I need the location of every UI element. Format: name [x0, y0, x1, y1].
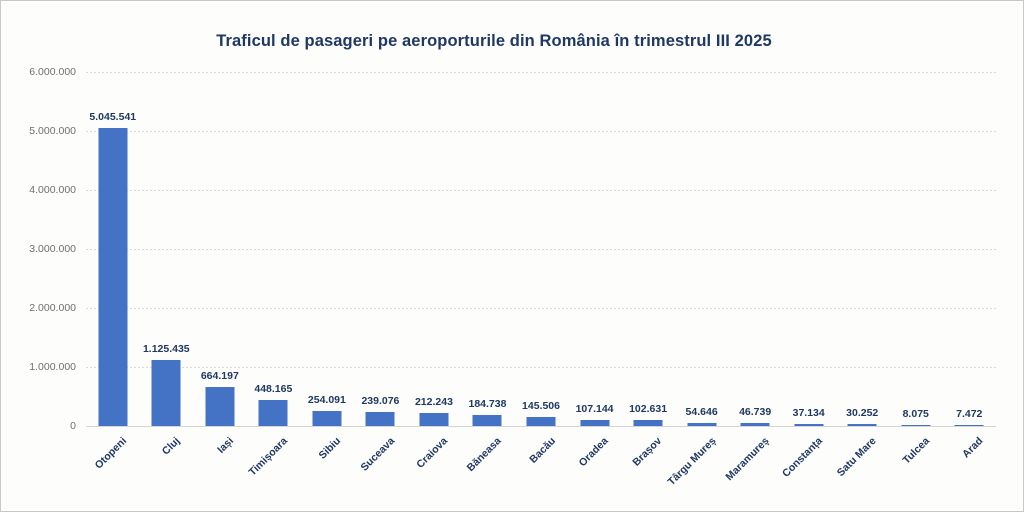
x-axis-category-label: Sibiu	[316, 435, 344, 462]
x-axis-category-label: Târgu Mureș	[665, 435, 719, 489]
bar-group: 30.252 Satu Mare	[835, 72, 889, 479]
bar-group: 8.075 Tulcea	[889, 72, 943, 466]
x-axis-category-label: Băneasa	[464, 435, 504, 475]
y-axis-tick-label: 5.000.000	[29, 125, 76, 137]
bar-group: 54.646 Târgu Mureș	[665, 72, 729, 488]
x-axis-category-label: Arad	[960, 435, 986, 461]
bar-group: 184.738 Băneasa	[461, 72, 515, 474]
bar	[901, 425, 931, 426]
bar-value-label: 5.045.541	[89, 111, 137, 123]
y-axis-tick-label: 4.000.000	[29, 184, 76, 196]
gridline	[86, 72, 996, 73]
gridline	[86, 190, 996, 191]
bar	[526, 417, 556, 426]
bar-group: 1.125.435 Cluj	[140, 72, 194, 458]
bar	[151, 360, 181, 426]
bar-value-label: 664.197	[200, 370, 239, 382]
bar-value-label: 102.631	[629, 403, 668, 415]
bar-group: 448.165 Timișoara	[246, 72, 301, 478]
bar-value-label: 184.738	[468, 398, 507, 410]
x-axis-baseline	[86, 426, 996, 427]
bar-value-label: 107.144	[575, 403, 614, 415]
bar-group: 7.472 Arad	[943, 72, 997, 460]
x-axis-category-label: Tulcea	[900, 435, 933, 467]
gridline	[86, 249, 996, 250]
bar	[794, 424, 824, 426]
bar-group: 37.134 Constanța	[780, 72, 836, 480]
x-axis-category-label: Oradea	[576, 435, 612, 470]
x-axis-category-label: Timișoara	[246, 435, 290, 479]
x-axis-category-label: Brașov	[630, 435, 665, 469]
bar-value-label: 145.506	[522, 400, 560, 412]
bar-value-label: 254.091	[307, 394, 346, 406]
y-axis-tick-label: 1.000.000	[29, 361, 76, 373]
y-axis-tick-label: 3.000.000	[29, 243, 76, 255]
bar-value-label: 212.243	[414, 396, 453, 408]
x-axis-category-label: Satu Mare	[834, 435, 879, 479]
gridline	[86, 131, 996, 132]
y-axis-tick-label: 2.000.000	[29, 302, 76, 314]
x-axis-category-label: Suceava	[358, 435, 397, 474]
x-axis-category-label: Craiova	[414, 435, 451, 471]
bar-group: 254.091 Sibiu	[300, 72, 354, 462]
bar	[687, 423, 717, 426]
bars-layer: 5.045.541 Otopeni 1.125.435 Cluj 664.197 Iași…	[86, 72, 997, 488]
bar-value-label: 8.075	[902, 408, 929, 420]
bar	[633, 420, 663, 426]
bar-group: 664.197 Iași	[193, 72, 247, 456]
bar-value-label: 7.472	[956, 408, 983, 420]
bar	[580, 420, 610, 426]
bar-value-label: 239.076	[361, 395, 400, 407]
chart-title: Traficul de pasageri pe aeroporturile di…	[216, 32, 772, 50]
x-axis-category-label: Iași	[215, 435, 237, 456]
bar-value-label: 1.125.435	[142, 343, 190, 355]
bar	[205, 387, 235, 426]
x-axis-category-label: Constanța	[780, 435, 826, 480]
x-axis-category-label: Cluj	[160, 435, 183, 458]
y-axis-tick-label: 6.000.000	[29, 66, 76, 78]
gridline	[86, 308, 996, 309]
x-axis-category-label: Bacău	[526, 435, 558, 466]
bar-value-label: 30.252	[846, 407, 879, 419]
bar-group: 107.144 Oradea	[568, 72, 622, 469]
y-axis-tick-label: 0	[70, 420, 76, 432]
x-axis-category-label: Maramureș	[723, 435, 772, 484]
bar-value-label: 46.739	[739, 406, 772, 418]
bar-value-label: 448.165	[254, 383, 293, 395]
bar-value-label: 37.134	[792, 407, 825, 419]
bar	[258, 400, 288, 426]
plot-area: 5.045.541 Otopeni 1.125.435 Cluj 664.197 Iași…	[86, 72, 997, 488]
bar	[365, 412, 395, 426]
bar-group: 102.631 Brașov	[621, 72, 675, 469]
x-axis-category-label: Otopeni	[92, 435, 130, 472]
bar-group: 46.739 Maramureș	[724, 72, 782, 483]
bar	[312, 411, 342, 426]
y-axis: 0 1.000.000 2.000.000 3.000.000 4.000.000 5.0…	[1, 66, 76, 432]
bar	[847, 424, 877, 426]
bar-group: 239.076 Suceava	[354, 72, 408, 474]
bar-group: 212.243 Craiova	[407, 72, 461, 471]
bar	[472, 415, 502, 426]
bar	[954, 425, 984, 426]
bar-group: 145.506 Bacău	[514, 72, 568, 466]
bar-value-label: 54.646	[685, 406, 718, 418]
bar-group: 5.045.541 Otopeni	[86, 72, 140, 472]
bar	[740, 423, 770, 426]
bar	[419, 413, 449, 426]
gridline	[86, 367, 996, 368]
bar	[98, 128, 128, 426]
